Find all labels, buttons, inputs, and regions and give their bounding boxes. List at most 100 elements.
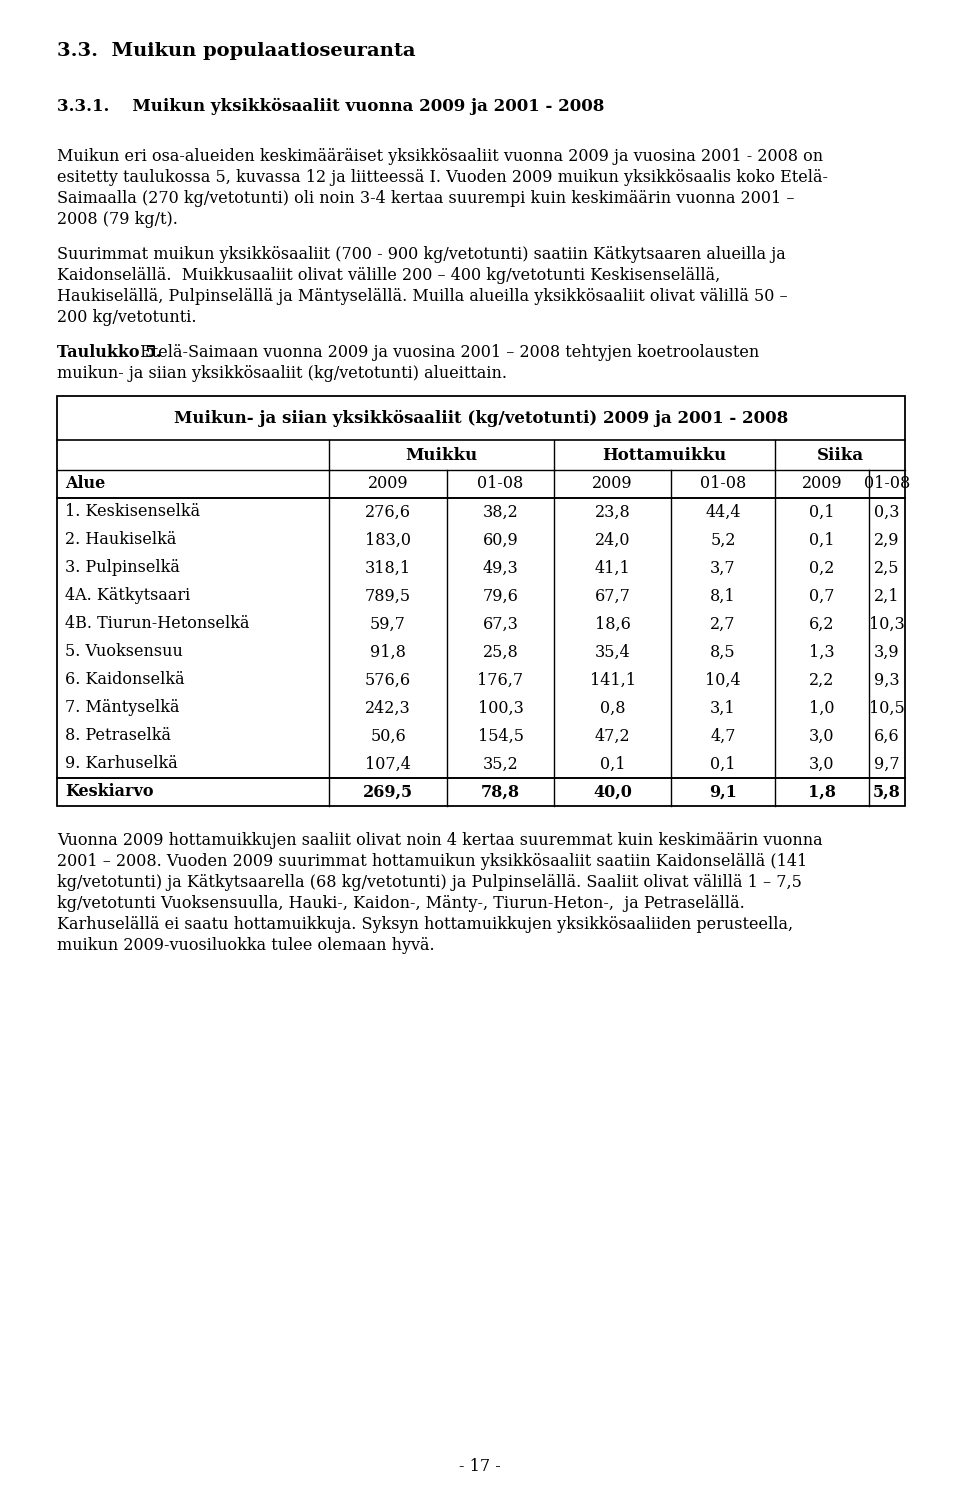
Text: Muikku: Muikku — [405, 446, 478, 463]
Text: 35,4: 35,4 — [594, 643, 631, 660]
Text: 1,8: 1,8 — [808, 783, 836, 801]
Text: 2. Haukiselkä: 2. Haukiselkä — [65, 532, 177, 549]
Text: 67,3: 67,3 — [483, 616, 518, 633]
Text: 2001 – 2008. Vuoden 2009 suurimmat hottamuikun yksikkösaaliit saatiin Kaidonselä: 2001 – 2008. Vuoden 2009 suurimmat hotta… — [57, 854, 807, 870]
Text: 10,4: 10,4 — [706, 672, 741, 688]
Text: 18,6: 18,6 — [594, 616, 631, 633]
Text: muikun- ja siian yksikkösaaliit (kg/vetotunti) alueittain.: muikun- ja siian yksikkösaaliit (kg/veto… — [57, 365, 507, 382]
Text: 789,5: 789,5 — [365, 588, 411, 604]
Text: 10,3: 10,3 — [869, 616, 905, 633]
Text: 154,5: 154,5 — [477, 727, 523, 744]
Text: 40,0: 40,0 — [593, 783, 632, 801]
Text: 3,0: 3,0 — [809, 727, 835, 744]
Text: 7. Mäntyselkä: 7. Mäntyselkä — [65, 699, 180, 717]
Text: Muikun eri osa-alueiden keskimääräiset yksikkösaaliit vuonna 2009 ja vuosina 200: Muikun eri osa-alueiden keskimääräiset y… — [57, 147, 823, 165]
Text: 78,8: 78,8 — [481, 783, 520, 801]
Text: Vuonna 2009 hottamuikkujen saaliit olivat noin 4 kertaa suuremmat kuin keskimäär: Vuonna 2009 hottamuikkujen saaliit oliva… — [57, 833, 823, 849]
Text: 0,1: 0,1 — [809, 504, 835, 520]
Text: 23,8: 23,8 — [594, 504, 631, 520]
Text: 9,7: 9,7 — [875, 756, 900, 773]
Text: 107,4: 107,4 — [365, 756, 411, 773]
Text: 3.3.1.    Muikun yksikkösaaliit vuonna 2009 ja 2001 - 2008: 3.3.1. Muikun yksikkösaaliit vuonna 2009… — [57, 98, 605, 116]
Text: 5,2: 5,2 — [710, 532, 735, 549]
Text: - 17 -: - 17 - — [459, 1458, 501, 1474]
Text: kg/vetotunti) ja Kätkytsaarella (68 kg/vetotunti) ja Pulpinselällä. Saaliit oliv: kg/vetotunti) ja Kätkytsaarella (68 kg/v… — [57, 875, 802, 891]
Text: 50,6: 50,6 — [371, 727, 406, 744]
Bar — [57, 395, 905, 806]
Text: 276,6: 276,6 — [365, 504, 411, 520]
Text: 8,5: 8,5 — [710, 643, 735, 660]
Text: 0,1: 0,1 — [809, 532, 835, 549]
Text: 3.3.  Muikun populaatioseuranta: 3.3. Muikun populaatioseuranta — [57, 42, 416, 60]
Text: 0,8: 0,8 — [600, 699, 625, 717]
Text: Haukiselällä, Pulpinselällä ja Mäntyselällä. Muilla alueilla yksikkösaaliit oliv: Haukiselällä, Pulpinselällä ja Mäntyselä… — [57, 289, 787, 305]
Text: 2,9: 2,9 — [875, 532, 900, 549]
Text: 141,1: 141,1 — [589, 672, 636, 688]
Text: 2,1: 2,1 — [875, 588, 900, 604]
Text: 2,2: 2,2 — [809, 672, 834, 688]
Text: 2,5: 2,5 — [875, 559, 900, 577]
Text: 67,7: 67,7 — [594, 588, 631, 604]
Text: 9. Karhuselkä: 9. Karhuselkä — [65, 756, 178, 773]
Text: 2008 (79 kg/t).: 2008 (79 kg/t). — [57, 210, 178, 228]
Text: 24,0: 24,0 — [595, 532, 631, 549]
Text: 0,3: 0,3 — [875, 504, 900, 520]
Text: 5,8: 5,8 — [873, 783, 900, 801]
Text: 3. Pulpinselkä: 3. Pulpinselkä — [65, 559, 180, 577]
Text: Saimaalla (270 kg/vetotunti) oli noin 3-4 kertaa suurempi kuin keskimäärin vuonn: Saimaalla (270 kg/vetotunti) oli noin 3-… — [57, 189, 795, 207]
Text: 25,8: 25,8 — [483, 643, 518, 660]
Text: 176,7: 176,7 — [477, 672, 523, 688]
Text: 4A. Kätkytsaari: 4A. Kätkytsaari — [65, 588, 190, 604]
Text: 41,1: 41,1 — [594, 559, 631, 577]
Text: 9,1: 9,1 — [709, 783, 737, 801]
Text: Kaidonselällä.  Muikkusaaliit olivat välille 200 – 400 kg/vetotunti Keskisenselä: Kaidonselällä. Muikkusaaliit olivat väli… — [57, 268, 720, 284]
Text: 6,6: 6,6 — [875, 727, 900, 744]
Text: 2,7: 2,7 — [710, 616, 735, 633]
Text: kg/vetotunti Vuoksensuulla, Hauki-, Kaidon-, Mänty-, Tiurun-Heton-,  ja Petrasel: kg/vetotunti Vuoksensuulla, Hauki-, Kaid… — [57, 894, 745, 912]
Text: 0,7: 0,7 — [809, 588, 835, 604]
Text: 6. Kaidonselkä: 6. Kaidonselkä — [65, 672, 184, 688]
Text: muikun 2009-vuosiluokka tulee olemaan hyvä.: muikun 2009-vuosiluokka tulee olemaan hy… — [57, 936, 435, 954]
Text: 35,2: 35,2 — [483, 756, 518, 773]
Text: 2009: 2009 — [592, 475, 633, 493]
Text: 1. Keskisenselkä: 1. Keskisenselkä — [65, 504, 200, 520]
Text: Etelä-Saimaan vuonna 2009 ja vuosina 2001 – 2008 tehtyjen koetroolausten: Etelä-Saimaan vuonna 2009 ja vuosina 200… — [135, 344, 759, 361]
Text: 79,6: 79,6 — [483, 588, 518, 604]
Text: 01-08: 01-08 — [700, 475, 746, 493]
Text: 576,6: 576,6 — [365, 672, 411, 688]
Text: 3,1: 3,1 — [710, 699, 735, 717]
Text: 3,0: 3,0 — [809, 756, 835, 773]
Text: 183,0: 183,0 — [365, 532, 411, 549]
Text: 318,1: 318,1 — [365, 559, 411, 577]
Text: 47,2: 47,2 — [594, 727, 631, 744]
Text: 0,1: 0,1 — [710, 756, 735, 773]
Text: 49,3: 49,3 — [483, 559, 518, 577]
Text: 1,0: 1,0 — [809, 699, 835, 717]
Text: esitetty taulukossa 5, kuvassa 12 ja liitteessä I. Vuoden 2009 muikun yksikkösaa: esitetty taulukossa 5, kuvassa 12 ja lii… — [57, 168, 828, 186]
Text: Muikun- ja siian yksikkösaaliit (kg/vetotunti) 2009 ja 2001 - 2008: Muikun- ja siian yksikkösaaliit (kg/veto… — [174, 409, 788, 427]
Text: 2009: 2009 — [802, 475, 842, 493]
Text: Suurimmat muikun yksikkösaaliit (700 - 900 kg/vetotunti) saatiin Kätkytsaaren al: Suurimmat muikun yksikkösaaliit (700 - 9… — [57, 246, 785, 263]
Text: 1,3: 1,3 — [809, 643, 835, 660]
Text: 8,1: 8,1 — [710, 588, 735, 604]
Text: Taulukko 5.: Taulukko 5. — [57, 344, 161, 361]
Text: 44,4: 44,4 — [706, 504, 741, 520]
Text: 10,5: 10,5 — [869, 699, 905, 717]
Text: Alue: Alue — [65, 475, 106, 493]
Text: 3,9: 3,9 — [875, 643, 900, 660]
Text: 242,3: 242,3 — [365, 699, 411, 717]
Text: 100,3: 100,3 — [477, 699, 523, 717]
Text: 9,3: 9,3 — [875, 672, 900, 688]
Text: Karhuselällä ei saatu hottamuikkuja. Syksyn hottamuikkujen yksikkösaaliiden peru: Karhuselällä ei saatu hottamuikkuja. Syk… — [57, 915, 793, 933]
Text: 2009: 2009 — [368, 475, 408, 493]
Text: 8. Petraselkä: 8. Petraselkä — [65, 727, 171, 744]
Text: 59,7: 59,7 — [370, 616, 406, 633]
Text: 0,2: 0,2 — [809, 559, 834, 577]
Text: Hottamuikku: Hottamuikku — [602, 446, 727, 463]
Text: 4,7: 4,7 — [710, 727, 735, 744]
Text: Siika: Siika — [816, 446, 864, 463]
Text: 200 kg/vetotunti.: 200 kg/vetotunti. — [57, 310, 197, 326]
Text: 6,2: 6,2 — [809, 616, 835, 633]
Text: 269,5: 269,5 — [363, 783, 413, 801]
Text: 01-08: 01-08 — [864, 475, 910, 493]
